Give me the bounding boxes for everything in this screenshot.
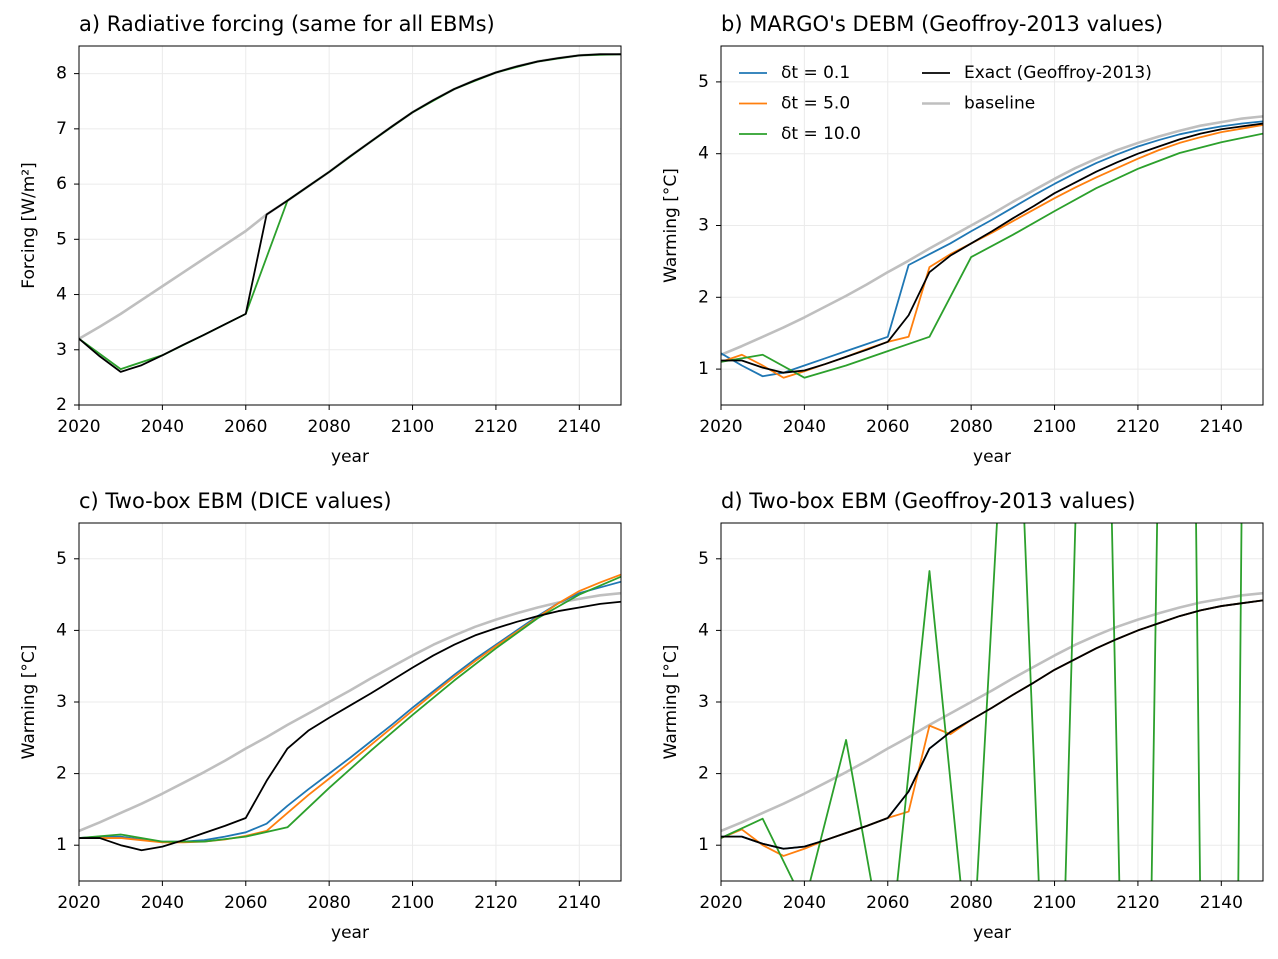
plot-area bbox=[721, 115, 1263, 379]
x-tick-label: 2140 bbox=[1200, 417, 1243, 437]
y-tick-label: 3 bbox=[56, 340, 67, 360]
series-line bbox=[721, 599, 1263, 850]
x-tick-label: 2100 bbox=[391, 893, 434, 913]
plot-area bbox=[79, 573, 621, 852]
x-tick-label: 2080 bbox=[308, 893, 351, 913]
y-axis-label: Forcing [W/m²] bbox=[19, 162, 39, 288]
y-tick-label: 6 bbox=[56, 174, 67, 194]
x-tick-label: 2060 bbox=[866, 893, 909, 913]
x-tick-label: 2040 bbox=[141, 417, 184, 437]
legend-label: δt = 10.0 bbox=[781, 124, 861, 144]
x-tick-label: 2140 bbox=[558, 417, 601, 437]
y-tick-label: 7 bbox=[56, 119, 67, 139]
series-line bbox=[79, 52, 621, 340]
x-tick-label: 2120 bbox=[1116, 893, 1159, 913]
y-tick-label: 3 bbox=[698, 216, 709, 236]
y-tick-label: 1 bbox=[698, 359, 709, 379]
y-tick-label: 5 bbox=[698, 549, 709, 569]
y-tick-label: 1 bbox=[56, 835, 67, 855]
legend-label: Exact (Geoffroy-2013) bbox=[964, 63, 1152, 83]
x-tick-label: 2020 bbox=[57, 893, 100, 913]
series-line bbox=[721, 591, 1263, 833]
x-tick-label: 2120 bbox=[474, 417, 517, 437]
series-line bbox=[721, 115, 1263, 356]
axes-frame bbox=[78, 45, 622, 406]
series-line bbox=[721, 132, 1263, 379]
series-line bbox=[721, 523, 1243, 881]
legend-label: δt = 5.0 bbox=[781, 94, 850, 114]
legend-label: baseline bbox=[964, 94, 1035, 114]
y-tick-label: 4 bbox=[698, 620, 709, 640]
plot-area bbox=[79, 52, 621, 373]
y-tick-label: 2 bbox=[56, 395, 67, 415]
y-tick-label: 2 bbox=[698, 287, 709, 307]
y-tick-label: 5 bbox=[698, 72, 709, 92]
y-axis-label: Warming [°C] bbox=[661, 645, 681, 760]
chart-title: d) Two-box EBM (Geoffroy-2013 values) bbox=[721, 489, 1136, 513]
series-line bbox=[79, 580, 621, 843]
axes-frame bbox=[720, 522, 1264, 882]
y-tick-label: 1 bbox=[698, 835, 709, 855]
x-tick-label: 2080 bbox=[950, 893, 993, 913]
x-axis-label: year bbox=[331, 923, 369, 943]
plot-area bbox=[721, 523, 1263, 881]
legend-label: δt = 0.1 bbox=[781, 63, 850, 83]
x-tick-label: 2100 bbox=[1033, 893, 1076, 913]
x-tick-label: 2020 bbox=[699, 417, 742, 437]
y-tick-label: 3 bbox=[698, 692, 709, 712]
series-line bbox=[721, 122, 1263, 374]
x-tick-label: 2060 bbox=[224, 417, 267, 437]
x-tick-label: 2040 bbox=[141, 893, 184, 913]
series-line bbox=[721, 599, 1263, 850]
y-tick-label: 4 bbox=[56, 285, 67, 305]
y-tick-label: 4 bbox=[56, 620, 67, 640]
x-tick-label: 2080 bbox=[308, 417, 351, 437]
x-axis-label: year bbox=[973, 923, 1011, 943]
x-tick-label: 2060 bbox=[224, 893, 267, 913]
series-line bbox=[79, 591, 621, 833]
series-line bbox=[721, 599, 1263, 857]
x-tick-label: 2060 bbox=[866, 417, 909, 437]
x-tick-label: 2020 bbox=[699, 893, 742, 913]
x-axis-label: year bbox=[331, 447, 369, 467]
y-tick-label: 2 bbox=[56, 764, 67, 784]
series-line bbox=[79, 53, 621, 370]
series-line bbox=[721, 124, 1263, 379]
y-tick-label: 5 bbox=[56, 549, 67, 569]
x-axis-label: year bbox=[973, 447, 1011, 467]
series-line bbox=[79, 600, 621, 852]
y-tick-label: 2 bbox=[698, 764, 709, 784]
y-axis-label: Warming [°C] bbox=[19, 645, 39, 760]
axes-frame bbox=[78, 522, 622, 882]
chart-title: c) Two-box EBM (DICE values) bbox=[79, 489, 392, 513]
y-axis-label: Warming [°C] bbox=[661, 168, 681, 283]
x-tick-label: 2040 bbox=[783, 417, 826, 437]
series-line bbox=[79, 575, 621, 843]
x-tick-label: 2080 bbox=[950, 417, 993, 437]
x-tick-label: 2140 bbox=[1200, 893, 1243, 913]
x-tick-label: 2120 bbox=[1116, 417, 1159, 437]
axes-frame bbox=[720, 45, 1264, 406]
x-tick-label: 2100 bbox=[391, 417, 434, 437]
x-tick-label: 2120 bbox=[474, 893, 517, 913]
y-tick-label: 3 bbox=[56, 692, 67, 712]
y-tick-label: 4 bbox=[698, 144, 709, 164]
series-line bbox=[79, 53, 621, 373]
series-line bbox=[721, 120, 1263, 378]
x-tick-label: 2020 bbox=[57, 417, 100, 437]
x-tick-label: 2140 bbox=[558, 893, 601, 913]
x-tick-label: 2100 bbox=[1033, 417, 1076, 437]
chart-title: b) MARGO's DEBM (Geoffroy-2013 values) bbox=[721, 12, 1163, 36]
y-tick-label: 8 bbox=[56, 64, 67, 84]
y-tick-label: 5 bbox=[56, 229, 67, 249]
chart-title: a) Radiative forcing (same for all EBMs) bbox=[79, 12, 495, 36]
x-tick-label: 2040 bbox=[783, 893, 826, 913]
